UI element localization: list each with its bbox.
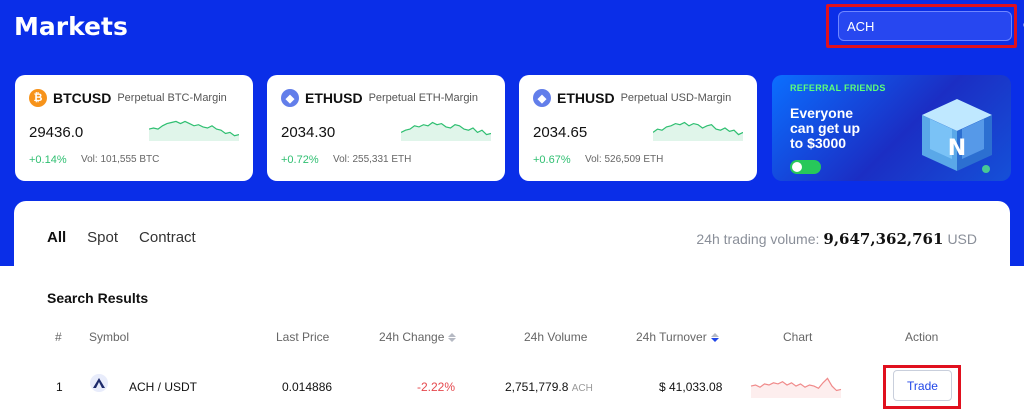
row-volume-value: 2,751,779.8 <box>505 380 569 394</box>
sparkline-area <box>149 121 239 141</box>
column-header-index: # <box>55 330 62 344</box>
referral-banner[interactable]: REFERRAL FRIENDS Everyone can get up to … <box>772 75 1011 181</box>
ticker-card-ethusd-usd-margin[interactable]: ◆ ETHUSD Perpetual USD-Margin 2034.65 +0… <box>519 75 757 181</box>
volume-label: 24h trading volume: <box>696 231 820 247</box>
ticker-price: 2034.30 <box>281 124 336 141</box>
tab-contract[interactable]: Contract <box>139 229 196 246</box>
tab-spot[interactable]: Spot <box>87 229 119 246</box>
ticker-change: +0.67% <box>533 154 571 166</box>
ticker-volume: Vol: 101,555 BTC <box>81 154 160 165</box>
markets-panel: All Spot Contract 24h trading volume: 9,… <box>14 201 1010 418</box>
ticker-sparkline <box>401 121 491 141</box>
column-header-chart: Chart <box>783 330 813 344</box>
trading-volume: 24h trading volume: 9,647,362,761 USD <box>696 230 977 248</box>
play-icon[interactable] <box>790 160 821 174</box>
sparkline-line <box>149 120 239 137</box>
row-pair[interactable]: ACH / USDT <box>129 380 198 394</box>
volume-value: 9,647,362,761 <box>823 230 944 248</box>
ticker-type: Perpetual ETH-Margin <box>368 92 478 104</box>
column-header-24h-turnover[interactable]: 24h Turnover <box>636 330 719 344</box>
ticker-type: Perpetual USD-Margin <box>620 92 732 104</box>
volume-unit: USD <box>947 231 977 247</box>
column-header-symbol: Symbol <box>89 330 130 344</box>
eth-icon: ◆ <box>533 89 551 107</box>
sparkline-line <box>653 121 743 136</box>
sort-icon[interactable] <box>710 332 719 342</box>
ticker-symbol: BTCUSD <box>53 90 112 106</box>
ticker-change: +0.72% <box>281 154 319 166</box>
row-volume: 2,751,779.8 ACH <box>505 380 593 394</box>
column-header-24h-volume: 24h Volume <box>524 330 588 344</box>
sparkline-line <box>401 121 491 136</box>
tab-all[interactable]: All <box>47 229 67 246</box>
banner-tag: REFERRAL FRIENDS <box>790 83 886 93</box>
row-volume-unit: ACH <box>571 383 593 394</box>
ticker-type: Perpetual BTC-Margin <box>117 92 227 104</box>
sparkline-area <box>401 122 491 141</box>
row-sparkline <box>750 377 842 398</box>
column-header-last-price: Last Price <box>276 330 330 344</box>
row-index: 1 <box>56 380 63 394</box>
banner-message: Everyone can get up to $3000 <box>790 105 861 151</box>
trade-button-highlight <box>883 365 961 409</box>
search-input[interactable] <box>847 18 1023 34</box>
ticker-card-btcusd[interactable]: ₿ BTCUSD Perpetual BTC-Margin 29436.0 +0… <box>15 75 253 181</box>
svg-text:N: N <box>948 136 966 161</box>
ach-icon <box>90 374 108 392</box>
btc-icon: ₿ <box>29 89 47 107</box>
ticker-symbol: ETHUSD <box>305 90 363 106</box>
trade-button[interactable]: Trade <box>893 370 952 401</box>
eth-icon: ◆ <box>281 89 299 107</box>
ticker-sparkline <box>653 121 743 141</box>
column-header-action: Action <box>905 330 939 344</box>
search-box[interactable] <box>838 11 1024 41</box>
ticker-symbol: ETHUSD <box>557 90 615 106</box>
ticker-price: 29436.0 <box>29 124 84 141</box>
gift-box-icon: N <box>922 99 992 173</box>
ticker-card-ethusd[interactable]: ◆ ETHUSD Perpetual ETH-Margin 2034.30 +0… <box>267 75 505 181</box>
row-change: -2.22% <box>417 380 456 394</box>
sparkline-area <box>751 378 841 398</box>
ticker-price: 2034.65 <box>533 124 588 141</box>
search-results-title: Search Results <box>47 290 149 306</box>
page-title: Markets <box>14 12 128 41</box>
ticker-change: +0.14% <box>29 154 67 166</box>
column-header-label: 24h Change <box>379 330 445 344</box>
ticker-volume: Vol: 255,331 ETH <box>333 154 412 165</box>
sparkline-line <box>750 377 842 392</box>
sort-icon[interactable] <box>448 332 457 342</box>
market-tabs: All Spot Contract <box>47 229 196 246</box>
row-last-price: 0.014886 <box>282 380 333 394</box>
column-header-label: 24h Turnover <box>636 330 707 344</box>
ticker-volume: Vol: 526,509 ETH <box>585 154 664 165</box>
row-turnover: $ 41,033.08 <box>659 380 723 394</box>
ticker-sparkline <box>149 120 239 141</box>
column-header-24h-change[interactable]: 24h Change <box>379 330 457 344</box>
sparkline-area <box>653 122 743 141</box>
